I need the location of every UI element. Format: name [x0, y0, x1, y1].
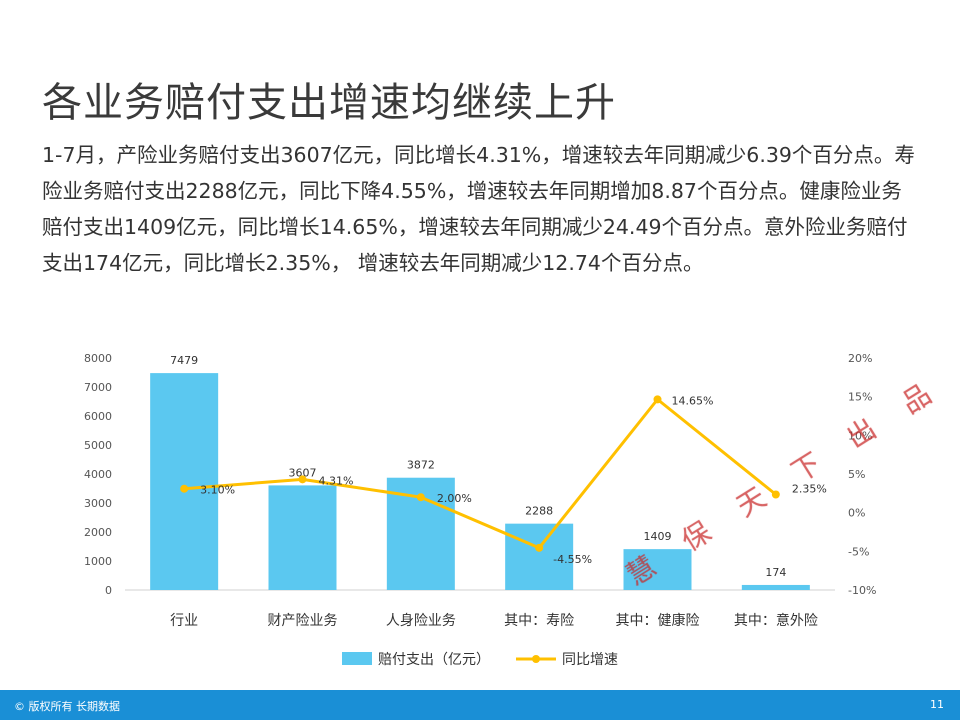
- x-tick-label: 财产险业务: [268, 613, 338, 629]
- bar: [741, 584, 810, 590]
- y-left-tick-label: 8000: [84, 352, 112, 365]
- footer-bar: © 版权所有 长期数据 11: [0, 690, 960, 720]
- bar-value-label: 7479: [170, 354, 198, 367]
- growth-point: [535, 543, 544, 552]
- legend-swatch-marker: [532, 655, 540, 663]
- legend-swatch-bar: [342, 652, 372, 665]
- growth-value-label: 4.31%: [319, 474, 354, 487]
- x-tick-label: 其中：寿险: [504, 612, 574, 629]
- growth-point: [771, 490, 780, 499]
- growth-value-label: 3.10%: [200, 484, 235, 497]
- y-left-tick-label: 5000: [84, 439, 112, 452]
- growth-line: [184, 397, 777, 550]
- y-left-tick-label: 0: [105, 584, 112, 597]
- growth-point: [298, 475, 307, 484]
- page-number: 11: [930, 698, 944, 711]
- x-tick-label: 其中：健康险: [616, 612, 700, 629]
- y-right-tick-label: 10%: [848, 429, 872, 442]
- bar: [505, 523, 574, 590]
- bar: [623, 549, 692, 590]
- legend-label-bar: 赔付支出（亿元）: [378, 652, 490, 668]
- y-left-tick-label: 7000: [84, 381, 112, 394]
- y-left-tick-label: 3000: [84, 497, 112, 510]
- bar: [150, 373, 219, 590]
- bar-value-label: 3872: [407, 459, 435, 472]
- y-left-tick-label: 4000: [84, 468, 112, 481]
- bar-value-label: 2288: [525, 505, 553, 518]
- growth-value-label: 2.00%: [437, 492, 472, 505]
- y-right-tick-label: 0%: [848, 507, 865, 520]
- y-left-tick-label: 6000: [84, 410, 112, 423]
- growth-point: [416, 493, 425, 502]
- y-right-tick-label: -5%: [848, 545, 869, 558]
- slide-title: 各业务赔付支出增速均继续上升: [42, 80, 616, 126]
- claims-chart: 0 1000 2000 3000 4000 5000 6000 7000 8000 -10% -5%…: [84, 352, 876, 668]
- y-left-tick-label: 2000: [84, 526, 112, 539]
- y-left-tick-label: 1000: [84, 555, 112, 568]
- legend-label-line: 同比增速: [562, 652, 618, 668]
- footer-copyright: © 版权所有 长期数据: [14, 700, 120, 713]
- bar-value-label: 1409: [644, 530, 672, 543]
- growth-value-label: 14.65%: [672, 394, 714, 407]
- growth-point: [653, 395, 662, 404]
- bar-value-label: 3607: [289, 466, 317, 479]
- growth-point: [180, 484, 189, 493]
- bar: [268, 485, 337, 590]
- y-right-tick-label: 15%: [848, 391, 872, 404]
- x-tick-label: 人身险业务: [386, 613, 456, 629]
- x-tick-label: 行业: [170, 613, 198, 629]
- bar-value-label: 174: [765, 566, 786, 579]
- y-right-tick-label: 20%: [848, 352, 872, 365]
- growth-value-label: -4.55%: [553, 553, 592, 566]
- growth-value-label: 2.35%: [792, 482, 827, 495]
- summary-paragraph: 1-7月，产险业务赔付支出3607亿元，同比增长4.31%，增速较去年同期减少6…: [42, 143, 915, 275]
- y-right-tick-label: -10%: [848, 584, 876, 597]
- x-tick-label: 其中：意外险: [734, 612, 818, 629]
- y-right-tick-label: 5%: [848, 468, 865, 481]
